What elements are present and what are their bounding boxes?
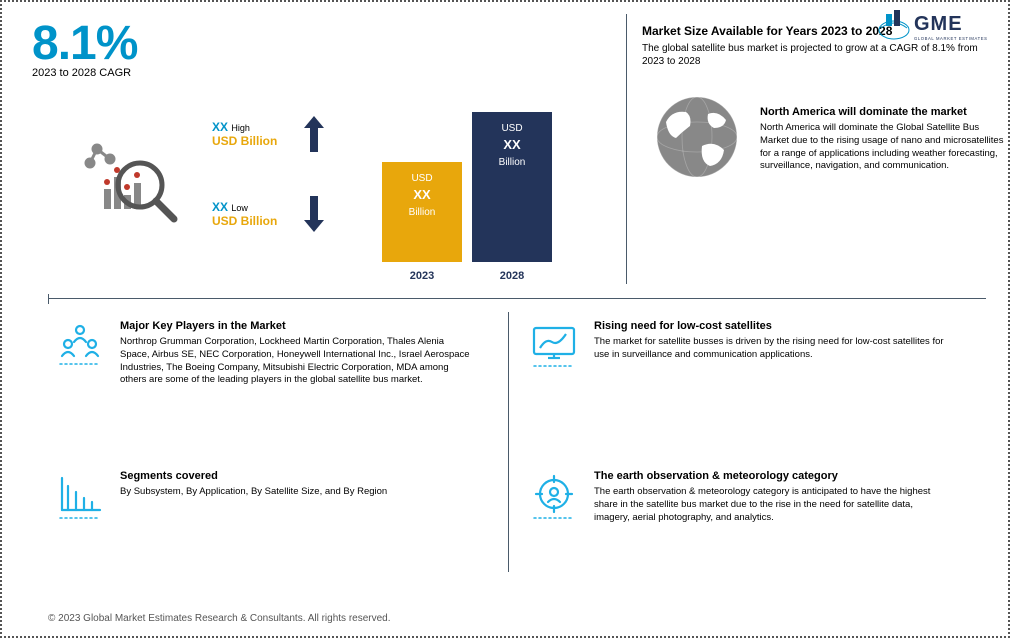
cagr-block: 8.1% 2023 to 2028 CAGR: [32, 16, 137, 79]
target-icon: [528, 470, 580, 527]
logo-globe-icon: [879, 10, 909, 39]
quad-br-title: The earth observation & meteorology cate…: [594, 470, 948, 482]
cagr-value: 8.1%: [32, 16, 137, 71]
indicator-high-label: High: [231, 123, 250, 133]
arrow-up-icon: [302, 114, 326, 159]
chart-bar-year: 2023: [382, 270, 462, 282]
quad-bl-body: By Subsystem, By Application, By Satelli…: [120, 486, 387, 499]
quad-top-left: Major Key Players in the Market Northrop…: [54, 320, 474, 387]
quad-bottom-left: Segments covered By Subsystem, By Applic…: [54, 470, 474, 527]
quad-top-right: Rising need for low-cost satellites The …: [528, 320, 948, 377]
cagr-label: 2023 to 2028 CAGR: [32, 67, 137, 79]
chart-bar-value: USDXXBillion: [382, 162, 462, 219]
quad-tl-body: Northrop Grumman Corporation, Lockheed M…: [120, 336, 474, 387]
quad-bl-title: Segments covered: [120, 470, 387, 482]
indicator-low-xx: XX: [212, 200, 228, 214]
horizontal-divider: [48, 298, 986, 299]
analytics-icon: [82, 137, 182, 232]
chart-bar: USDXXBillion: [382, 162, 462, 262]
globe-block: North America will dominate the market N…: [652, 92, 1008, 187]
market-title: Market Size Available for Years 2023 to …: [642, 24, 892, 38]
quad-bottom-right: The earth observation & meteorology cate…: [528, 470, 948, 527]
globe-body: North America will dominate the Global S…: [760, 122, 1008, 173]
monitor-icon: [528, 320, 580, 377]
quad-tr-body: The market for satellite busses is drive…: [594, 336, 948, 362]
people-icon: [54, 320, 106, 377]
chart-bar-value: USDXXBillion: [472, 112, 552, 169]
indicator-low-label: Low: [231, 203, 248, 213]
bar-chart: USDXXBillion2023USDXXBillion2028: [382, 117, 582, 282]
top-vertical-divider: [626, 14, 627, 284]
indicator-low: XX Low USD Billion: [212, 200, 277, 228]
svg-text:GME: GME: [914, 13, 963, 35]
globe-title: North America will dominate the market: [760, 106, 1008, 118]
indicator-low-unit: USD Billion: [212, 214, 277, 228]
globe-icon: [652, 92, 742, 187]
lower-vertical-divider: [508, 312, 509, 572]
quad-br-body: The earth observation & meteorology cate…: [594, 486, 948, 524]
chart-icon: [54, 470, 106, 527]
arrow-down-icon: [302, 194, 326, 239]
quad-tl-title: Major Key Players in the Market: [120, 320, 474, 332]
logo-subtext: GLOBAL MARKET ESTIMATES: [914, 36, 988, 41]
chart-bar-year: 2028: [472, 270, 552, 282]
chart-bar: USDXXBillion: [472, 112, 552, 262]
indicator-high: XX High USD Billion: [212, 120, 277, 148]
indicator-high-xx: XX: [212, 120, 228, 134]
quad-tr-title: Rising need for low-cost satellites: [594, 320, 948, 332]
indicator-high-unit: USD Billion: [212, 134, 277, 148]
copyright: © 2023 Global Market Estimates Research …: [48, 613, 391, 624]
gme-logo: GME GLOBAL MARKET ESTIMATES: [876, 8, 996, 55]
